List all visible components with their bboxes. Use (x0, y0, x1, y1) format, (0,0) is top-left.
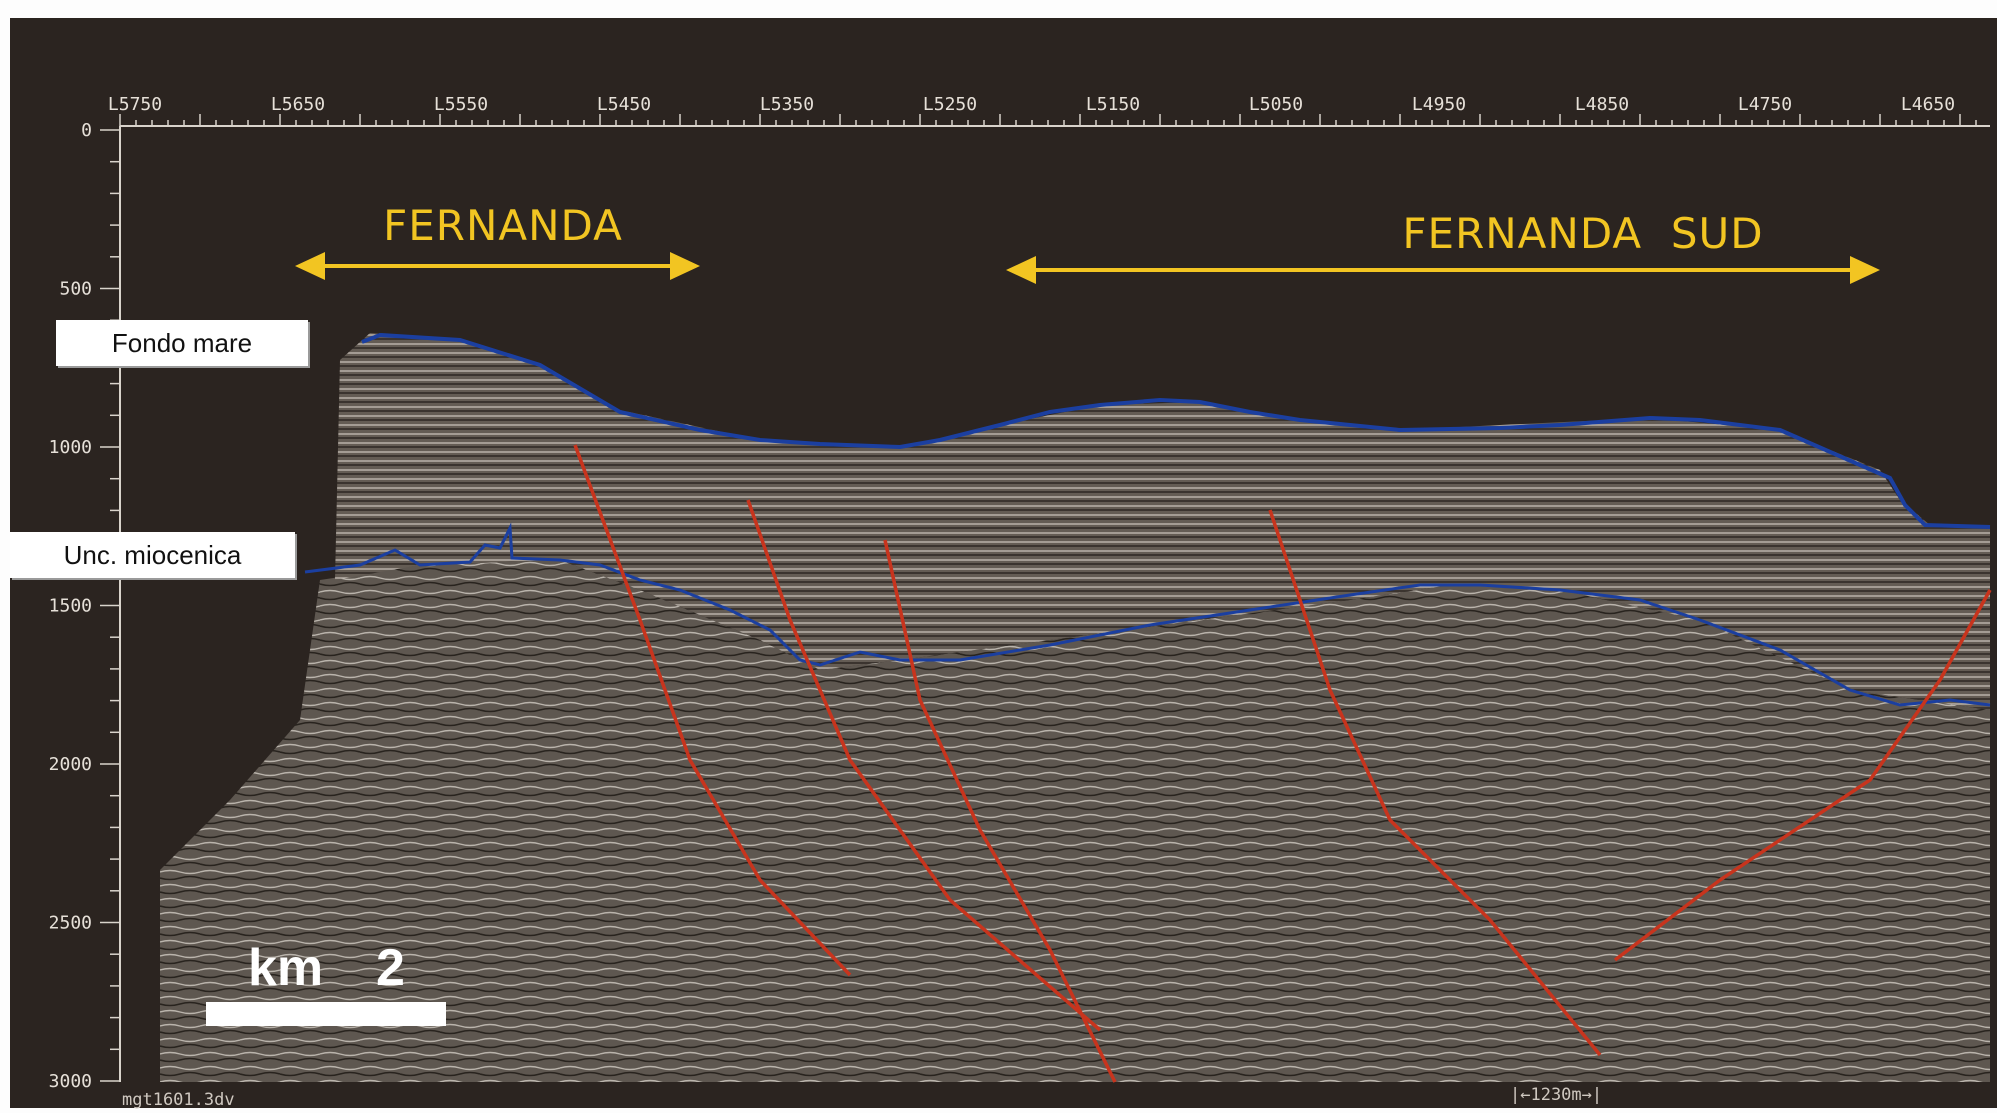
depth-tick-label: 2000 (49, 754, 92, 775)
fault-2 (746, 499, 1102, 1032)
inline-tick-label: L4650 (1901, 94, 1955, 115)
unconformity-horizon (304, 522, 1991, 707)
depth-tick-label: 2500 (49, 913, 92, 934)
inline-tick-label: L5050 (1249, 94, 1303, 115)
fernanda-arrow (295, 252, 700, 280)
fernanda-sud-label: FERNANDA SUD (1402, 209, 1763, 258)
seafloor-horizon (361, 332, 1991, 529)
fault-5 (1613, 589, 1992, 962)
inline-tick-label: L5450 (597, 94, 651, 115)
fault-1 (573, 444, 852, 977)
inline-tick-label: L5250 (923, 94, 977, 115)
inline-tick-label: L5350 (760, 94, 814, 115)
unconformity-label: Unc. miocenica (63, 539, 242, 570)
depth-tick-label: 3000 (49, 1071, 92, 1092)
fernanda-label: FERNANDA (383, 201, 623, 250)
fernanda-sud-arrow (1006, 256, 1880, 284)
inline-tick-label: L4850 (1575, 94, 1629, 115)
inline-tick-label: L5150 (1086, 94, 1140, 115)
inline-tick-label: L4950 (1412, 94, 1466, 115)
fault-4 (1268, 509, 1602, 1057)
scale-value: 2 (376, 939, 405, 997)
depth-tick-label: 1000 (49, 437, 92, 458)
inline-tick-label: L4750 (1738, 94, 1792, 115)
inline-tick-label: L5750 (108, 94, 162, 115)
file-name: mgt1601.3dv (122, 1090, 235, 1110)
scale-unit: km (248, 939, 323, 997)
depth-axis: 0 500 1000 1500 2000 2500 3000 (49, 120, 121, 1092)
seafloor-label-box: Fondo mare (56, 320, 308, 366)
fault-3 (883, 539, 1117, 1083)
depth-tick-label: 500 (59, 279, 92, 300)
inline-axis: L5750 L5650 L5550 L5450 L5350 L5250 L5150 L5050… (108, 94, 1990, 127)
seismic-upper-layers (335, 333, 1990, 710)
distance-marker: |←1230m→| (1510, 1085, 1602, 1105)
scale-bar: km 2 (206, 939, 446, 1026)
unconformity-label-box: Unc. miocenica (10, 532, 295, 578)
seismic-lower-body (160, 560, 1990, 1082)
seafloor-label: Fondo mare (111, 327, 253, 358)
inline-tick-label: L5650 (271, 94, 325, 115)
inline-tick-label: L5550 (434, 94, 488, 115)
depth-tick-label: 0 (81, 120, 92, 141)
depth-tick-label: 1500 (49, 596, 92, 617)
